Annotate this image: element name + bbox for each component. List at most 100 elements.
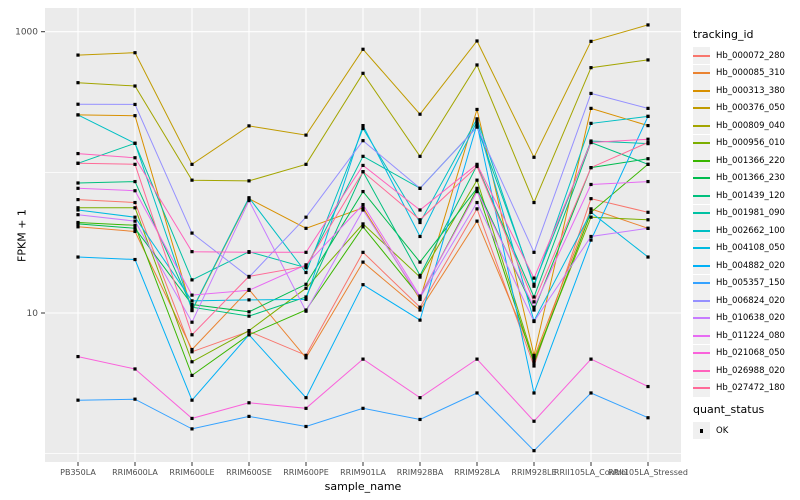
data-point xyxy=(418,186,422,190)
legend-item: Hb_000376_050 xyxy=(693,99,799,118)
data-point xyxy=(76,225,80,229)
data-point xyxy=(589,207,593,211)
legend-key-line-icon xyxy=(693,379,710,397)
data-point xyxy=(247,179,251,183)
data-point xyxy=(247,328,251,333)
data-point xyxy=(418,396,422,400)
legend-key-line-icon xyxy=(693,152,710,170)
data-point xyxy=(646,157,650,161)
data-point xyxy=(532,305,536,309)
legend-item-label: Hb_001981_090 xyxy=(716,208,785,219)
data-point xyxy=(475,63,479,67)
legend-item: Hb_000085_310 xyxy=(693,64,799,83)
legend-item: Hb_004882_020 xyxy=(693,257,799,275)
legend-key-point-icon xyxy=(693,422,710,440)
data-point xyxy=(589,391,593,395)
legend-item-label: Hb_000072_280 xyxy=(716,50,785,61)
data-point xyxy=(190,231,194,235)
data-point xyxy=(190,299,194,303)
legend-title-quant-status: quant_status xyxy=(693,403,765,416)
data-point xyxy=(361,208,365,212)
legend-key-line-icon xyxy=(693,99,710,117)
data-point xyxy=(304,424,308,429)
data-point xyxy=(589,106,593,110)
data-point xyxy=(418,220,422,225)
data-point xyxy=(190,308,194,312)
data-point xyxy=(532,276,536,280)
data-point xyxy=(304,356,308,360)
data-point xyxy=(589,234,593,239)
data-point xyxy=(304,309,308,313)
legend-key-line-icon xyxy=(693,169,710,187)
legend-key-line-icon xyxy=(693,64,710,82)
x-tick-label: RRIM600SE xyxy=(226,468,272,477)
data-point xyxy=(532,358,536,363)
data-point xyxy=(475,164,479,169)
legend-item-label: Hb_000809_040 xyxy=(716,120,785,131)
data-point xyxy=(589,215,593,219)
legend-key-line-icon xyxy=(693,292,710,310)
data-point xyxy=(304,295,308,299)
data-point xyxy=(361,71,365,75)
legend-line-swatch xyxy=(693,299,710,302)
data-point xyxy=(532,356,536,360)
data-point xyxy=(133,84,137,88)
data-point xyxy=(190,427,194,431)
data-point xyxy=(475,391,479,395)
data-point xyxy=(475,207,479,211)
data-point xyxy=(532,391,536,395)
legend-line-swatch xyxy=(693,282,710,285)
legend-item: Hb_021068_050 xyxy=(693,344,799,363)
legend-item: Hb_006824_020 xyxy=(693,292,799,310)
legend-item-label: Hb_004882_020 xyxy=(716,260,785,271)
legend-item-label: Hb_010638_020 xyxy=(716,313,785,324)
data-point xyxy=(76,213,80,217)
data-point xyxy=(532,284,536,288)
data-point xyxy=(646,58,650,62)
legend-line-swatch xyxy=(693,229,710,232)
data-point xyxy=(190,250,194,254)
legend-line-swatch xyxy=(693,317,710,320)
data-point xyxy=(304,250,308,254)
legend-line-swatch xyxy=(693,212,710,215)
legend-item: Hb_000809_040 xyxy=(693,117,799,135)
data-point xyxy=(646,123,650,128)
legend-line-swatch xyxy=(693,54,710,57)
data-point xyxy=(475,117,479,121)
data-point xyxy=(475,162,479,166)
legend-title-tracking-id: tracking_id xyxy=(693,28,754,41)
legend-item: Hb_027472_180 xyxy=(693,379,799,398)
data-point xyxy=(247,274,251,279)
x-tick-label: RRIM600LE xyxy=(169,468,214,477)
data-point xyxy=(133,206,137,210)
data-point xyxy=(304,133,308,137)
data-point xyxy=(361,139,365,143)
data-point xyxy=(475,122,479,126)
y-tick-label: 1000 xyxy=(15,28,38,38)
data-point xyxy=(190,373,194,378)
legend-line-swatch xyxy=(693,247,710,250)
data-point xyxy=(646,162,650,166)
data-point xyxy=(133,200,137,205)
data-point xyxy=(646,137,650,141)
data-point xyxy=(247,310,251,314)
data-point xyxy=(76,102,80,106)
data-point xyxy=(646,384,650,389)
data-point xyxy=(532,308,536,312)
data-point xyxy=(76,181,80,185)
data-point xyxy=(76,255,80,259)
data-point xyxy=(190,178,194,182)
data-point xyxy=(418,234,422,239)
legend-line-swatch xyxy=(693,194,710,197)
legend-line-swatch xyxy=(693,264,710,267)
data-point xyxy=(589,91,593,96)
data-point xyxy=(475,107,479,112)
y-axis-title: FPKM + 1 xyxy=(15,209,29,262)
data-point xyxy=(532,353,536,357)
data-point xyxy=(133,189,137,193)
legend-items: Hb_000072_280 Hb_000085_310 Hb_000313_380 H… xyxy=(693,47,799,397)
data-point xyxy=(589,121,593,125)
data-point xyxy=(361,406,365,410)
data-point xyxy=(133,215,137,219)
legend-item: Hb_001981_090 xyxy=(693,204,799,223)
